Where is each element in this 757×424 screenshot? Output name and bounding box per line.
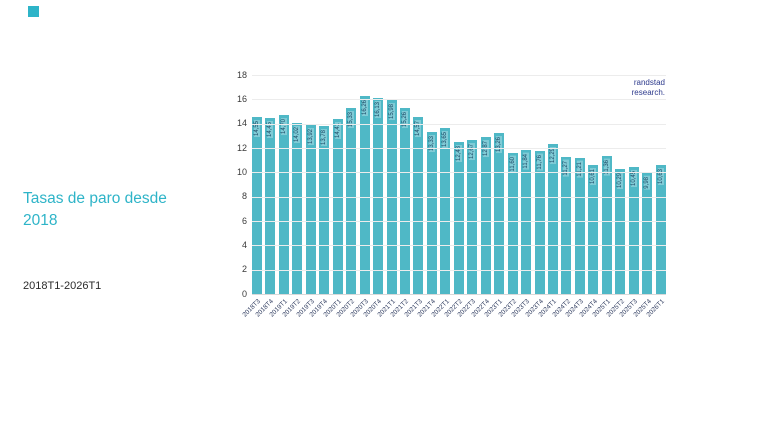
- bar-2023T2: 11,60: [507, 152, 518, 294]
- bar-2025T2: 10,29: [615, 168, 626, 294]
- y-axis-tick-label: 12: [236, 142, 247, 153]
- bar-value-label: 11,60: [509, 155, 516, 173]
- bar-2018T3: 14,55: [252, 116, 262, 294]
- bar-2021T4: 13,33: [426, 131, 437, 294]
- bar-2022T4: 12,87: [480, 137, 491, 294]
- bar-value-label: 15,33: [348, 110, 355, 128]
- bar-value-label: 12,29: [549, 147, 556, 165]
- bar-value-label: 13,26: [496, 135, 503, 153]
- bar-value-label: 10,29: [617, 171, 624, 189]
- bar-2018T4: 14,45: [265, 118, 276, 294]
- logo-line-1: randstad: [633, 78, 665, 87]
- gridline-y-2: [252, 269, 666, 271]
- bar-value-label: 13,65: [442, 130, 449, 148]
- bar-2023T1: 13,26: [494, 132, 505, 294]
- gridline-y-14: [252, 123, 666, 125]
- bar-2025T4: 9,98: [642, 172, 653, 294]
- bar-value-label: 16,13: [375, 100, 382, 118]
- bar-2024T1: 12,29: [547, 144, 558, 294]
- bar-value-label: 14,57: [415, 119, 422, 137]
- bar-2019T1: 14,70: [278, 115, 289, 294]
- bar-value-label: 11,27: [563, 159, 570, 177]
- bar-value-label: 13,92: [307, 127, 314, 145]
- bar-2025T3: 10,45: [628, 166, 639, 294]
- bar-2020T1: 14,41: [332, 118, 343, 294]
- chart-title: Tasas de paro desde 2018: [23, 190, 167, 229]
- bar-2020T2: 15,33: [346, 107, 357, 294]
- y-axis-tick-label: 18: [236, 69, 247, 80]
- y-axis-tick-label: 6: [241, 215, 247, 226]
- chart-range-subtitle: 2018T1-2026T1: [23, 280, 102, 292]
- y-axis-tick-label: 2: [241, 264, 247, 275]
- bar-2026T1: 10,63: [655, 164, 666, 294]
- bar-value-label: 11,84: [523, 152, 530, 170]
- bar-value-label: 13,78: [321, 129, 328, 147]
- bar-2019T4: 13,78: [319, 126, 330, 294]
- gridline-y-12: [252, 148, 666, 149]
- bar-2020T4: 16,13: [373, 97, 384, 294]
- y-axis-tick-label: 16: [236, 93, 247, 104]
- gridline-y-8: [252, 196, 666, 198]
- bar-value-label: 15,98: [388, 102, 395, 120]
- bar-2025T1: 11,36: [601, 155, 612, 294]
- y-axis-tick-label: 4: [241, 239, 247, 250]
- bar-value-label: 12,67: [469, 142, 476, 160]
- gridline-y-18: [252, 75, 666, 76]
- bar-2024T2: 11,27: [561, 156, 572, 294]
- bar-2020T3: 16,26: [359, 96, 370, 294]
- bar-2023T4: 11,76: [534, 150, 545, 294]
- plot-area: 14,55 14,45 14,70 14,02 13,92 13,78 14,41 15,33…: [237, 70, 666, 319]
- y-axis-tick-label: 14: [236, 118, 247, 129]
- gridline-y-16: [252, 99, 666, 101]
- bar-2022T2: 12,48: [453, 142, 464, 294]
- y-axis-tick-label: 8: [241, 191, 247, 202]
- bar-2024T4: 10,61: [588, 164, 599, 294]
- gridline-y-4: [252, 245, 666, 247]
- randstad-research-logo: randstad research.: [632, 78, 665, 98]
- bar-2021T2: 15,26: [399, 108, 410, 294]
- brand-accent-square: [28, 6, 39, 17]
- gridline-y-6: [252, 221, 666, 222]
- bar-2022T1: 13,65: [440, 127, 451, 294]
- gridline-y-0: [252, 294, 666, 295]
- bar-value-label: 14,70: [280, 118, 287, 136]
- logo-line-2: research.: [631, 88, 665, 97]
- bar-2024T3: 11,21: [574, 157, 585, 294]
- bar-value-label: 15,26: [401, 111, 408, 129]
- gridline-y-10: [252, 172, 666, 174]
- bar-value-label: 16,26: [361, 99, 368, 117]
- bar-value-label: 14,02: [294, 126, 301, 144]
- y-axis-tick-label: 0: [241, 288, 247, 299]
- bar-2019T3: 13,92: [305, 124, 316, 294]
- bar-value-label: 11,76: [536, 153, 543, 171]
- bar-value-label: 10,61: [590, 167, 597, 185]
- bar-value-label: 13,33: [428, 134, 435, 152]
- bar-value-label: 10,63: [657, 167, 664, 185]
- y-axis-tick-label: 10: [236, 166, 247, 177]
- bar-value-label: 9,98: [644, 175, 651, 190]
- bar-2022T3: 12,67: [467, 139, 478, 294]
- bar-2021T3: 14,57: [413, 116, 424, 294]
- bars-row: 14,55 14,45 14,70 14,02 13,92 13,78 14,41 15,33…: [252, 75, 666, 294]
- bar-value-label: 14,55: [254, 119, 260, 137]
- bar-value-label: 11,21: [576, 160, 583, 178]
- bar-2019T2: 14,02: [292, 123, 303, 294]
